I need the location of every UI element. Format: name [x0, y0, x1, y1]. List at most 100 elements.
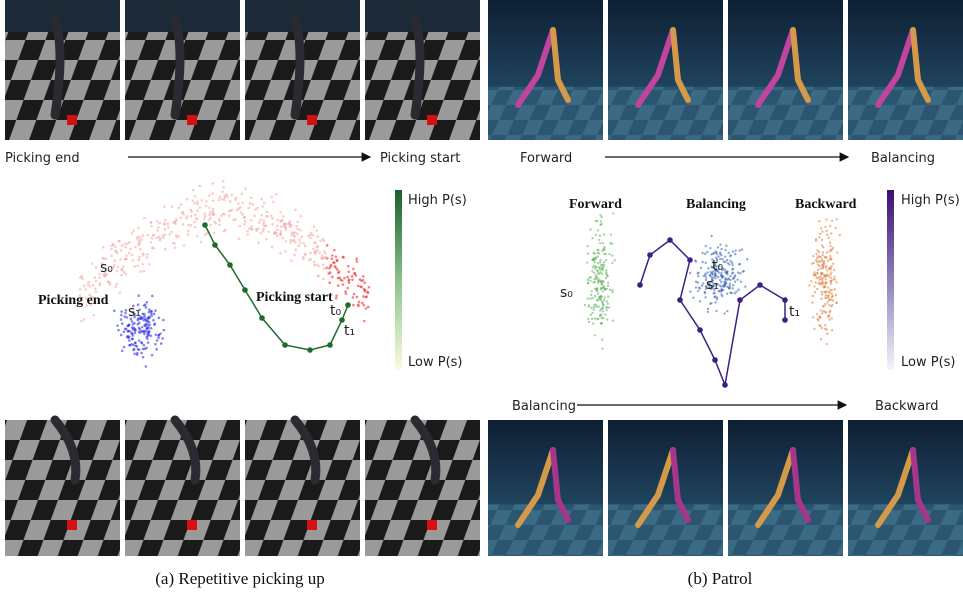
cube	[307, 520, 317, 530]
embedding-point	[701, 261, 703, 263]
embedding-point	[158, 317, 161, 320]
embedding-point	[163, 228, 166, 231]
embedding-point	[734, 292, 736, 294]
embedding-point	[128, 252, 131, 255]
embedding-point	[725, 245, 727, 247]
embedding-point	[719, 244, 721, 246]
embedding-point	[608, 306, 610, 308]
embedding-point	[362, 275, 365, 278]
embedding-point	[814, 281, 816, 283]
embedding-point	[819, 276, 821, 278]
embedding-point	[826, 251, 828, 253]
embedding-point	[183, 244, 186, 247]
embedding-point	[138, 328, 141, 331]
embedding-point	[167, 223, 170, 226]
embedding-point	[143, 304, 146, 307]
embedding-point	[825, 265, 827, 267]
embedding-point	[313, 226, 316, 229]
embedding-point	[595, 220, 597, 222]
embedding-point	[592, 266, 594, 268]
embedding-point	[276, 219, 279, 222]
photo	[125, 420, 240, 556]
embedding-point	[609, 242, 611, 244]
embedding-point	[352, 268, 355, 271]
embedding-point	[282, 215, 285, 218]
embedding-point	[141, 326, 144, 329]
embedding-point	[150, 313, 153, 316]
embedding-point	[299, 215, 302, 218]
embedding-point	[829, 255, 831, 257]
embedding-point	[729, 292, 731, 294]
embedding-point	[812, 316, 814, 318]
embedding-point	[590, 307, 592, 309]
embedding-point	[148, 323, 151, 326]
embedding-point	[246, 230, 249, 233]
colorbar	[887, 190, 894, 370]
embedding-point	[602, 303, 604, 305]
photo-sky	[245, 0, 360, 32]
embedding-point	[591, 297, 593, 299]
embedding-point	[732, 250, 734, 252]
embedding-point	[279, 234, 282, 237]
embedding-point	[153, 323, 156, 326]
embedding-point	[259, 218, 262, 221]
embedding-point	[714, 295, 716, 297]
region-label: Backward	[795, 197, 857, 212]
embedding-point	[605, 269, 607, 271]
embedding-point	[818, 236, 820, 238]
embedding-point	[204, 233, 207, 236]
embedding-point	[223, 198, 226, 201]
embedding-point	[821, 267, 823, 269]
cube	[307, 115, 317, 125]
embedding-point	[221, 198, 224, 201]
embedding-point	[142, 263, 145, 266]
embedding-point	[271, 246, 274, 249]
embedding-point	[154, 343, 157, 346]
embedding-point	[746, 258, 748, 260]
embedding-point	[707, 267, 709, 269]
embedding-point	[328, 267, 331, 270]
embedding-point	[289, 239, 292, 242]
embedding-point	[351, 275, 354, 278]
embedding-point	[719, 279, 721, 281]
embedding-point	[134, 341, 137, 344]
embedding-point	[116, 283, 119, 286]
embedding-point	[223, 213, 226, 216]
embedding-point	[600, 220, 602, 222]
embedding-point	[91, 262, 94, 265]
embedding-point	[821, 272, 823, 274]
embedding-point	[591, 237, 593, 239]
embedding-point	[611, 254, 613, 256]
embedding-point	[359, 278, 362, 281]
embedding-point	[107, 281, 110, 284]
embedding-point	[695, 280, 697, 282]
robot-arm	[415, 20, 420, 115]
embedding-point	[270, 196, 273, 199]
embedding-point	[820, 227, 822, 229]
embedding-point	[316, 235, 319, 238]
embedding-point	[158, 222, 161, 225]
embedding-point	[365, 307, 368, 310]
embedding-point	[174, 246, 177, 249]
embedding-point	[87, 281, 90, 284]
embedding-point	[150, 241, 153, 244]
embedding-point	[832, 247, 834, 249]
embedding-point	[275, 193, 278, 196]
embedding-point	[597, 229, 599, 231]
embedding-point	[825, 297, 827, 299]
embedding-point	[724, 249, 726, 251]
embedding-point	[94, 287, 97, 290]
embedding-point	[601, 283, 603, 285]
trajectory-node	[212, 242, 218, 248]
embedding-point	[119, 291, 122, 294]
embedding-point	[720, 288, 722, 290]
embedding-point	[131, 320, 134, 323]
embedding-point	[731, 272, 733, 274]
embedding-point	[290, 234, 293, 237]
embedding-point	[221, 190, 224, 193]
embedding-point	[323, 250, 326, 253]
embedding-point	[189, 209, 192, 212]
embedding-point	[164, 248, 167, 251]
embedding-point	[692, 296, 694, 298]
embedding-point	[811, 301, 813, 303]
